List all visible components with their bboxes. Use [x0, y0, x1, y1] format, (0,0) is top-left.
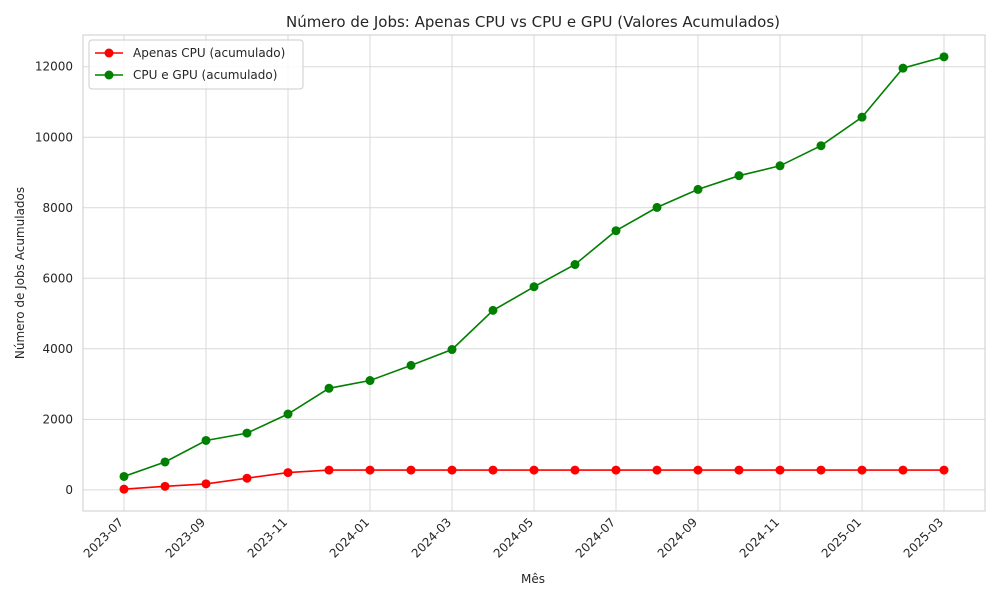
y-tick-label: 2000	[42, 412, 73, 426]
data-point	[570, 260, 580, 270]
data-point	[693, 465, 703, 475]
legend-box	[88, 39, 304, 90]
legend-label-cpu-gpu: CPU e GPU (acumulado)	[133, 68, 277, 82]
data-point	[242, 428, 252, 438]
data-point	[447, 465, 457, 475]
data-point	[652, 465, 662, 475]
y-tick-label: 10000	[35, 130, 73, 144]
data-point	[201, 435, 211, 445]
x-axis-label: Mês	[521, 572, 545, 586]
series-layer	[119, 52, 949, 494]
data-point	[529, 465, 539, 475]
legend: Apenas CPU (acumulado) CPU e GPU (acumul…	[88, 39, 304, 90]
legend-marker-cpu-gpu	[104, 70, 114, 80]
data-point	[160, 457, 170, 467]
data-point	[939, 52, 949, 62]
data-point	[160, 481, 170, 491]
legend-label-apenas-cpu: Apenas CPU (acumulado)	[133, 46, 285, 60]
data-point	[529, 282, 539, 292]
data-point	[857, 112, 867, 122]
y-tick-label: 12000	[35, 60, 73, 74]
data-point	[406, 465, 416, 475]
y-tick-label: 4000	[42, 342, 73, 356]
series-1	[119, 52, 949, 481]
data-point	[611, 465, 621, 475]
y-tick-label: 0	[65, 483, 73, 497]
data-point	[570, 465, 580, 475]
y-tick-label: 6000	[42, 271, 73, 285]
data-point	[775, 465, 785, 475]
data-point	[119, 484, 129, 494]
data-point	[611, 226, 621, 236]
series-0	[119, 465, 949, 494]
data-point	[447, 345, 457, 355]
data-point	[324, 383, 334, 393]
data-point	[898, 63, 908, 73]
data-point	[816, 465, 826, 475]
grid	[83, 35, 985, 511]
data-point	[857, 465, 867, 475]
plot-area	[82, 34, 986, 512]
data-point	[898, 465, 908, 475]
chart-title: Número de Jobs: Apenas CPU vs CPU e GPU …	[286, 13, 780, 31]
data-point	[365, 465, 375, 475]
data-point	[939, 465, 949, 475]
data-point	[365, 376, 375, 386]
data-point	[242, 473, 252, 483]
data-point	[734, 171, 744, 181]
data-point	[734, 465, 744, 475]
data-point	[488, 465, 498, 475]
data-point	[488, 305, 498, 315]
data-point	[201, 479, 211, 489]
data-point	[775, 161, 785, 171]
data-point	[324, 465, 334, 475]
legend-marker-apenas-cpu	[104, 48, 114, 58]
data-point	[693, 184, 703, 194]
data-point	[119, 471, 129, 481]
data-point	[406, 360, 416, 370]
y-tick-label: 8000	[42, 201, 73, 215]
data-point	[816, 141, 826, 151]
data-point	[283, 468, 293, 478]
y-axis-label: Número de Jobs Acumulados	[13, 187, 27, 359]
data-point	[283, 409, 293, 419]
data-point	[652, 202, 662, 212]
